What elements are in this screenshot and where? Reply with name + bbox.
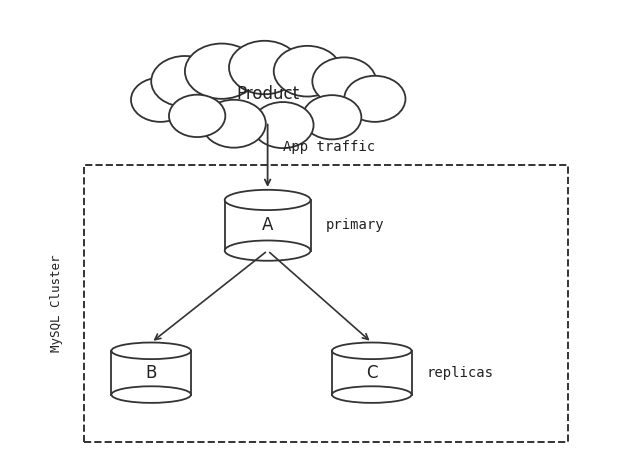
Circle shape xyxy=(252,102,314,148)
Ellipse shape xyxy=(332,342,412,359)
Ellipse shape xyxy=(225,190,310,210)
Bar xyxy=(332,351,412,394)
Ellipse shape xyxy=(111,386,191,403)
Ellipse shape xyxy=(111,342,191,359)
Ellipse shape xyxy=(225,241,310,261)
Text: MySQL Cluster: MySQL Cluster xyxy=(50,255,63,352)
Circle shape xyxy=(312,57,376,105)
Circle shape xyxy=(274,46,341,97)
Circle shape xyxy=(229,41,300,94)
Circle shape xyxy=(131,78,190,122)
Text: A: A xyxy=(262,216,273,234)
Text: primary: primary xyxy=(326,218,384,232)
Circle shape xyxy=(202,100,266,148)
Text: B: B xyxy=(145,363,157,382)
Circle shape xyxy=(169,95,225,137)
Circle shape xyxy=(185,44,258,99)
Bar xyxy=(84,166,568,442)
Text: C: C xyxy=(366,363,378,382)
Text: Product: Product xyxy=(236,85,299,103)
Circle shape xyxy=(151,56,219,106)
Circle shape xyxy=(302,95,361,139)
Ellipse shape xyxy=(332,386,412,403)
Text: App traffic: App traffic xyxy=(283,139,375,153)
Text: replicas: replicas xyxy=(427,366,494,380)
Bar xyxy=(225,200,310,250)
Circle shape xyxy=(344,76,406,122)
Bar xyxy=(111,351,191,394)
